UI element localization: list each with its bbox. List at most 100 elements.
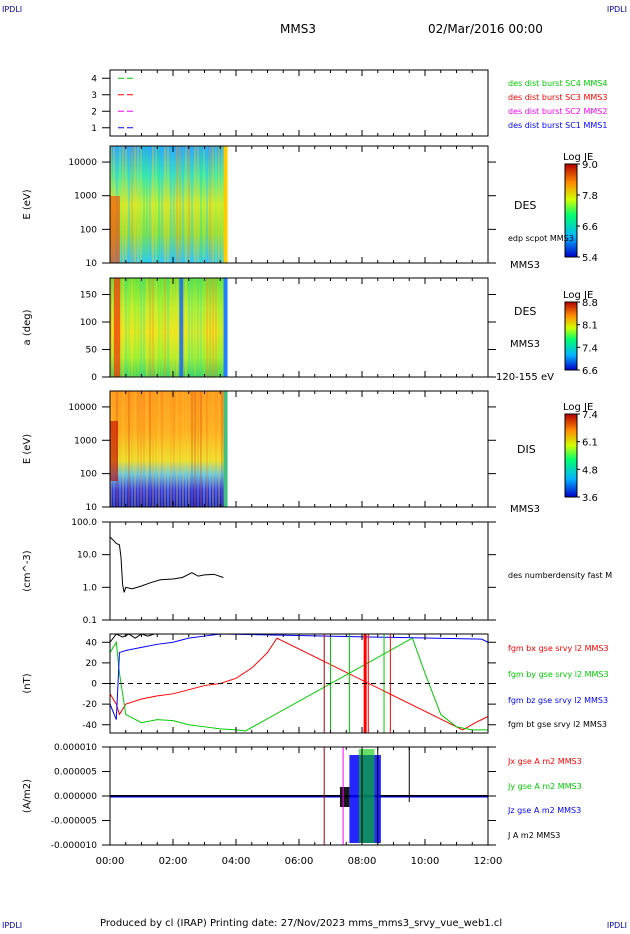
field-line bbox=[109, 633, 155, 643]
heatmap-stripe bbox=[206, 278, 208, 377]
heatmap-stripe bbox=[152, 391, 154, 507]
panel-label: DES bbox=[514, 199, 536, 212]
heatmap-stripe bbox=[119, 391, 121, 507]
heatmap-stripe bbox=[218, 391, 220, 507]
heatmap-stripe bbox=[197, 146, 199, 263]
heatmap-stripe bbox=[158, 146, 160, 263]
x-tick-label: 10:00 bbox=[411, 856, 440, 867]
corner-label-top-left: IPDLI bbox=[2, 5, 23, 14]
date-title: 02/Mar/2016 00:00 bbox=[428, 22, 543, 36]
heatmap-stripe bbox=[170, 146, 172, 263]
legend-entry: des dist burst SC3 MMS3 bbox=[508, 93, 607, 102]
heatmap-stripe bbox=[149, 146, 151, 263]
colorbar-tick-label: 7.8 bbox=[582, 191, 598, 202]
corner-label-bottom-right: IPDLI bbox=[606, 921, 627, 930]
y-tick-label: 40 bbox=[86, 638, 98, 648]
heatmap-stripe bbox=[140, 278, 142, 377]
heatmap-stripe bbox=[200, 146, 202, 263]
x-tick-label: 00:00 bbox=[96, 856, 125, 867]
colorbar-tick-label: 6.6 bbox=[582, 366, 598, 377]
y-tick-label: 0.000000 bbox=[54, 792, 97, 802]
colorbar bbox=[564, 301, 578, 371]
y-tick-label: -40 bbox=[82, 721, 97, 731]
x-tick-label: 04:00 bbox=[222, 856, 251, 867]
y-axis-title: E (eV) bbox=[22, 189, 33, 219]
colorbar-tick-label: 3.6 bbox=[582, 493, 598, 504]
heatmap-stripe bbox=[155, 391, 157, 507]
field-line bbox=[109, 637, 488, 732]
y-tick-label: 10 bbox=[86, 259, 98, 269]
heatmap-stripe bbox=[152, 278, 154, 377]
y-axis-title: (cm^-3) bbox=[22, 550, 33, 591]
heatmap-stripe bbox=[212, 391, 214, 507]
heatmap-stripe bbox=[173, 391, 175, 507]
heatmap-stripe bbox=[125, 278, 127, 377]
heatmap-stripe bbox=[128, 278, 130, 377]
heatmap-fill bbox=[110, 278, 227, 377]
heatmap-fill bbox=[110, 146, 227, 263]
heatmap-hotspot bbox=[110, 421, 118, 481]
x-tick-label: 06:00 bbox=[285, 856, 314, 867]
legend-entry: des numberdensity fast M bbox=[508, 571, 612, 580]
heatmap-stripe bbox=[212, 146, 214, 263]
y-axis-title: E (eV) bbox=[22, 434, 33, 464]
legend-entry: des dist burst SC2 MMS2 bbox=[508, 107, 607, 116]
y-tick-label: 100 bbox=[80, 318, 97, 328]
panel-sublabel: edp scpot MMS3 bbox=[508, 234, 574, 243]
heatmap-stripe bbox=[131, 146, 133, 263]
heatmap-stripe bbox=[134, 146, 136, 263]
heatmap-stripe bbox=[164, 391, 166, 507]
legend-entry: des dist burst SC4 MMS4 bbox=[508, 79, 607, 88]
colorbar-tick-label: 6.6 bbox=[582, 222, 598, 233]
heatmap-stripe bbox=[167, 391, 169, 507]
legend-entry: fgm bx gse srvy l2 MMS3 bbox=[508, 644, 609, 653]
field-line bbox=[109, 637, 489, 731]
heatmap-fill bbox=[110, 391, 227, 507]
heatmap-edge bbox=[223, 146, 228, 263]
y-tick-label: -20 bbox=[82, 700, 97, 710]
heatmap-stripe bbox=[110, 278, 112, 377]
y-tick-label: 50 bbox=[86, 346, 98, 356]
heatmap-stripe bbox=[131, 391, 133, 507]
panel-right-label: MMS3 bbox=[510, 260, 540, 271]
heatmap-stripe bbox=[143, 146, 145, 263]
y-tick-label: 1000 bbox=[74, 436, 97, 446]
y-tick-label: 3 bbox=[91, 91, 97, 101]
heatmap-stripe bbox=[197, 278, 199, 377]
y-tick-label: 1 bbox=[91, 124, 97, 134]
corner-label-top-right: IPDLI bbox=[606, 5, 627, 14]
colorbar-title: Log JE bbox=[563, 402, 593, 413]
y-tick-label: 0.000010 bbox=[54, 743, 97, 753]
heatmap-stripe bbox=[215, 146, 217, 263]
y-axis-title: (nT) bbox=[22, 673, 33, 693]
colorbar-tick-label: 5.4 bbox=[582, 253, 598, 264]
heatmap-stripe bbox=[185, 146, 187, 263]
heatmap-stripe bbox=[206, 146, 208, 263]
y-tick-label: 100.0 bbox=[71, 518, 97, 528]
field-line bbox=[109, 633, 489, 720]
heatmap-edge bbox=[223, 278, 228, 377]
heatmap-stripe bbox=[158, 278, 160, 377]
panel-frame-sc_availability bbox=[109, 69, 489, 137]
heatmap-stripe bbox=[203, 391, 205, 507]
heatmap-stripe bbox=[161, 391, 163, 507]
heatmap-stripe bbox=[134, 278, 136, 377]
heatmap-stripe bbox=[152, 146, 154, 263]
heatmap-stripe bbox=[146, 278, 148, 377]
heatmap-stripe bbox=[212, 278, 214, 377]
y-tick-label: 10 bbox=[86, 503, 98, 513]
heatmap-stripe bbox=[122, 391, 124, 507]
heatmap-stripe bbox=[164, 278, 166, 377]
heatmap-stripe bbox=[179, 146, 181, 263]
heatmap-stripe bbox=[188, 278, 190, 377]
heatmap-stripe bbox=[176, 391, 178, 507]
current-burst bbox=[358, 749, 375, 843]
colorbar-tick-label: 9.0 bbox=[582, 160, 598, 171]
y-tick-label: 100 bbox=[80, 470, 97, 480]
colorbar bbox=[564, 163, 578, 258]
heatmap-stripe bbox=[179, 391, 181, 507]
heatmap-stripe bbox=[176, 146, 178, 263]
footer-credit: Produced by cl (IRAP) Printing date: 27/… bbox=[100, 918, 503, 929]
